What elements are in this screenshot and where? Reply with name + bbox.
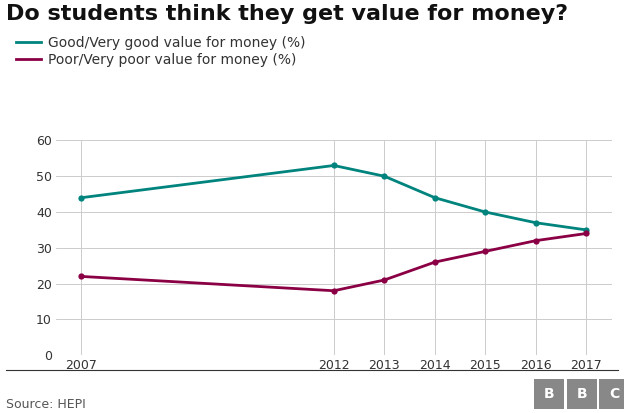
Text: B: B <box>544 387 555 401</box>
Text: Source: HEPI: Source: HEPI <box>6 398 86 411</box>
Text: C: C <box>609 387 619 401</box>
Legend: Good/Very good value for money (%), Poor/Very poor value for money (%): Good/Very good value for money (%), Poor… <box>16 36 305 67</box>
Text: B: B <box>576 387 587 401</box>
Text: Do students think they get value for money?: Do students think they get value for mon… <box>6 4 568 24</box>
